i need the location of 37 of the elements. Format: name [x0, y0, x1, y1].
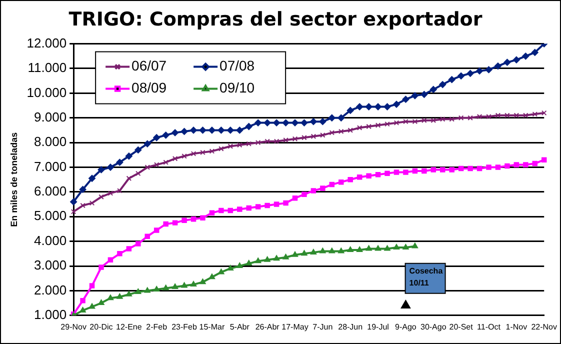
- y-axis-title: En miles de toneladas: [8, 132, 19, 227]
- x-tick-label: 5-Abr: [230, 322, 250, 332]
- x-tick-label: 30-Ago: [420, 322, 447, 332]
- y-tick-label: 6.000: [34, 184, 67, 199]
- x-tick-label: 1-Nov: [506, 322, 528, 332]
- x-tick-label: 20-Set: [449, 322, 474, 332]
- y-tick-label: 5.000: [34, 208, 67, 224]
- y-tick-label: 12.000: [26, 35, 67, 50]
- chart-title: TRIGO: Compras del sector exportador: [68, 8, 483, 30]
- legend-label: 06/07: [132, 58, 167, 74]
- legend-label: 08/09: [132, 80, 167, 96]
- y-tick-label: 2.000: [34, 282, 67, 298]
- x-tick-label: 12-Ene: [116, 322, 142, 332]
- x-tick-label: 15-Mar: [199, 322, 225, 332]
- x-tick-label: 9-Ago: [395, 322, 417, 332]
- y-tick-label: 7.000: [34, 158, 67, 174]
- x-tick-label: 19-Jul: [367, 322, 390, 332]
- y-tick-label: 3.000: [34, 258, 67, 273]
- y-tick-label: 8.000: [34, 134, 67, 150]
- y-tick-label: 4.000: [34, 232, 67, 248]
- y-tick-label: 1.000: [34, 306, 67, 322]
- legend-label: 07/08: [220, 58, 255, 74]
- x-tick-label: 2-Feb: [146, 322, 168, 332]
- x-tick-label: 22-Nov: [531, 322, 558, 332]
- x-tick-label: 11-Oct: [477, 322, 502, 332]
- x-tick-label: 26-Abr: [255, 322, 280, 332]
- x-tick-label: 29-Nov: [60, 322, 86, 332]
- y-tick-label: 9.000: [34, 109, 67, 124]
- annotation: Cosecha 10/11: [409, 266, 444, 288]
- y-tick-label: 10.000: [26, 84, 67, 100]
- legend-label: 09/10: [220, 80, 255, 96]
- x-tick-label: 23-Feb: [172, 322, 198, 332]
- x-tick-label: 20-Dic: [90, 322, 113, 332]
- x-tick-label: 28-Jun: [338, 322, 363, 332]
- y-tick-label: 11.000: [28, 60, 67, 76]
- x-tick-label: 7-Jun: [312, 322, 333, 332]
- x-tick-label: 17-May: [282, 322, 308, 332]
